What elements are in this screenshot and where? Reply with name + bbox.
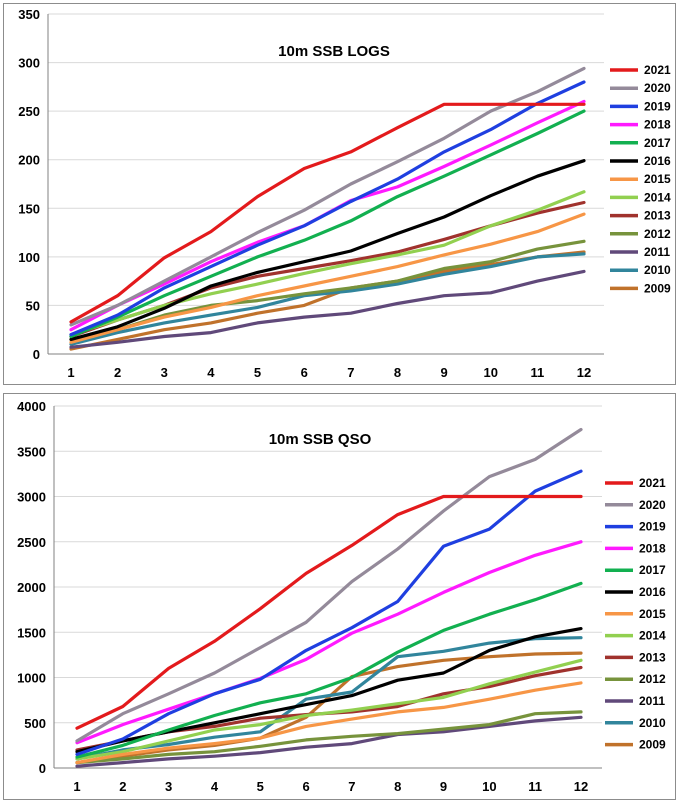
series-line-2021 [75,494,583,730]
x-tick-label: 10 [482,779,496,794]
y-tick-label: 1500 [17,625,46,640]
x-tick-label: 3 [161,365,168,380]
x-tick-label: 8 [394,365,401,380]
legend-label-2018: 2018 [644,118,671,132]
series-line-2019 [69,80,586,337]
legend-label-2021: 2021 [644,63,671,77]
y-tick-label: 150 [18,201,40,216]
series-line-2020 [75,427,583,743]
series-line-2015 [69,212,586,344]
y-tick-label: 3500 [17,444,46,459]
legend-label-2019: 2019 [644,99,671,113]
legend-label-2014: 2014 [644,190,671,204]
y-tick-label: 2500 [17,535,46,550]
series-line-2019 [75,469,583,756]
y-tick-label: 0 [39,761,46,776]
legend-label-2014: 2014 [639,629,666,643]
legend-label-2013: 2013 [644,209,671,223]
y-tick-label: 3000 [17,490,46,505]
x-tick-label: 1 [73,779,80,794]
x-tick-label: 1 [67,365,74,380]
series-line-2017 [69,109,586,339]
legend-label-2019: 2019 [639,520,666,534]
y-tick-label: 1000 [17,671,46,686]
legend-label-2018: 2018 [639,541,666,555]
y-tick-label: 200 [18,153,40,168]
x-tick-label: 7 [347,365,354,380]
y-tick-label: 50 [26,298,40,313]
y-tick-label: 0 [33,347,40,362]
series-line-2016 [69,159,586,341]
legend-label-2012: 2012 [639,672,666,686]
x-tick-label: 6 [302,779,309,794]
legend-label-2011: 2011 [644,245,670,259]
x-tick-label: 6 [301,365,308,380]
series-line-2009 [69,250,586,351]
legend-label-2009: 2009 [639,738,666,752]
y-tick-label: 250 [18,104,40,119]
y-tick-label: 100 [18,250,40,265]
chart-title: 10m SSB LOGS [278,43,390,60]
chart-title: 10m SSB QSO [269,431,372,448]
x-tick-label: 9 [440,365,447,380]
series-line-2010 [75,636,583,761]
series-line-2014 [75,658,583,761]
x-tick-label: 11 [530,365,544,380]
x-tick-label: 5 [257,779,264,794]
y-tick-label: 500 [24,716,46,731]
legend-label-2009: 2009 [644,281,671,295]
y-tick-label: 2000 [17,580,46,595]
legend-label-2010: 2010 [639,716,666,730]
series-line-2012 [75,710,583,765]
legend-label-2016: 2016 [644,154,671,168]
legend-label-2017: 2017 [639,563,666,577]
series-line-2011 [69,269,586,349]
series-line-2014 [69,190,586,337]
x-tick-label: 12 [574,779,588,794]
x-tick-label: 5 [254,365,261,380]
series-line-2015 [75,681,583,765]
x-tick-label: 4 [211,779,219,794]
y-tick-label: 300 [18,56,40,71]
x-tick-label: 4 [207,365,215,380]
series-line-2017 [75,581,583,759]
x-tick-label: 8 [394,779,401,794]
x-tick-label: 9 [440,779,447,794]
legend-label-2013: 2013 [639,650,666,664]
legend-label-2015: 2015 [639,607,666,621]
y-tick-label: 350 [18,7,40,22]
x-tick-label: 2 [119,779,126,794]
legend-label-2021: 2021 [639,476,666,490]
series-line-2021 [69,102,586,324]
legend-label-2020: 2020 [639,498,666,512]
legend-label-2010: 2010 [644,263,671,277]
logs-chart-panel: 0 50 100 150 200 250 300 350 1 2 3 4 5 6 7 8 9 10 11 12 10m … [3,3,676,385]
series-line-2020 [69,66,586,327]
series-line-2010 [69,252,586,346]
x-tick-label: 2 [114,365,121,380]
qso-chart-panel: 0 500 1000 1500 2000 2500 3000 3500 4000 1 2 3 4 5 6 7 8… [3,393,676,800]
legend-label-2016: 2016 [639,585,666,599]
legend-label-2015: 2015 [644,172,671,186]
y-tick-label: 4000 [17,399,46,414]
x-tick-label: 12 [577,365,591,380]
legend-label-2017: 2017 [644,136,671,150]
x-tick-label: 11 [528,779,542,794]
series-line-2012 [69,239,586,341]
legend-label-2020: 2020 [644,81,671,95]
x-tick-label: 3 [165,779,172,794]
x-tick-label: 10 [483,365,497,380]
series-line-2011 [75,715,583,768]
series-line-2018 [75,540,583,745]
legend-label-2011: 2011 [639,694,665,708]
legend-label-2012: 2012 [644,227,671,241]
x-tick-label: 7 [348,779,355,794]
